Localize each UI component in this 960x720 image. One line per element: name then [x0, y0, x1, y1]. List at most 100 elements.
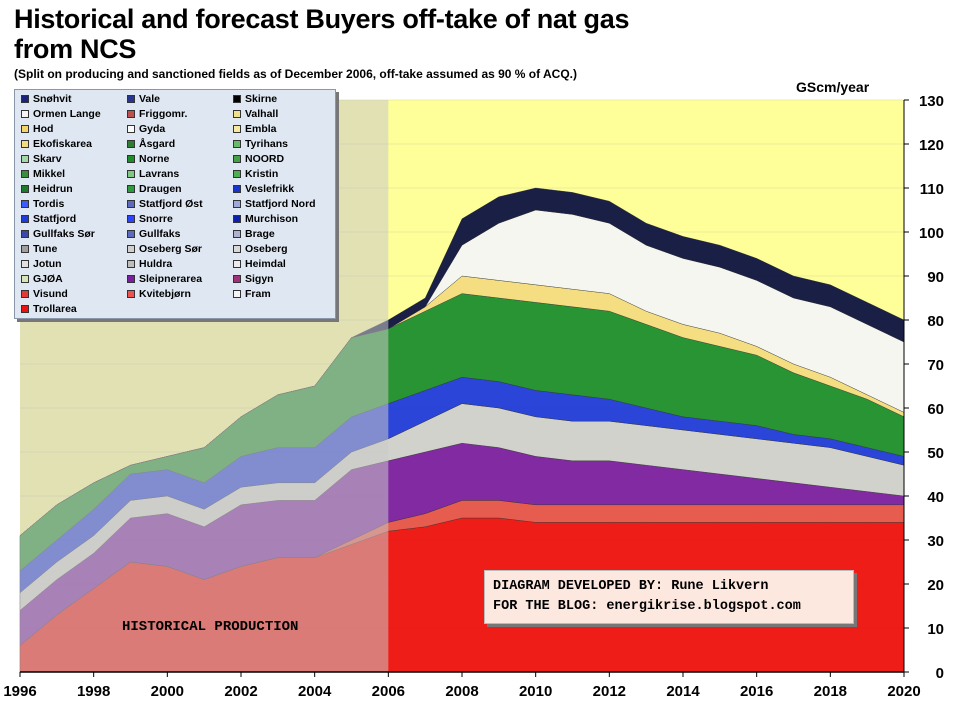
legend-item: Gullfaks — [127, 228, 180, 240]
y-tick-label: 40 — [927, 489, 944, 506]
legend-swatch — [233, 95, 241, 104]
legend-label: Gullfaks — [139, 228, 181, 240]
legend-swatch — [21, 215, 29, 224]
legend-swatch — [233, 185, 241, 194]
legend-swatch — [21, 155, 29, 164]
legend-swatch — [233, 200, 241, 209]
legend-swatch — [127, 215, 135, 224]
legend-swatch — [233, 260, 241, 269]
y-tick-label: 60 — [927, 401, 944, 418]
legend-item: Ormen Lange — [21, 108, 101, 120]
x-tick-label: 2018 — [814, 683, 847, 700]
legend-label: Mikkel — [33, 168, 66, 180]
legend-swatch — [21, 275, 29, 284]
legend-swatch — [233, 275, 241, 284]
chart-subtitle: (Split on producing and sanctioned field… — [14, 67, 578, 81]
legend-swatch — [127, 110, 135, 119]
legend-item: Visund — [21, 288, 68, 300]
legend-label: Sigyn — [245, 273, 274, 285]
legend-item: Åsgard — [127, 138, 175, 150]
legend-swatch — [127, 230, 135, 239]
legend-label: GJØA — [33, 273, 63, 285]
legend-item: Heimdal — [233, 258, 286, 270]
legend-swatch — [127, 260, 135, 269]
legend-swatch — [127, 95, 135, 104]
legend-label: Snorre — [139, 213, 173, 225]
legend-label: Fram — [245, 288, 271, 300]
historical-production-label: HISTORICAL PRODUCTION — [122, 619, 299, 635]
legend-item: Huldra — [127, 258, 172, 270]
legend-label: Snøhvit — [33, 93, 72, 105]
legend-label: Kvitebjørn — [139, 288, 191, 300]
legend-label: Skirne — [245, 93, 278, 105]
legend-label: Tune — [33, 243, 58, 255]
legend-swatch — [233, 230, 241, 239]
legend-label: Visund — [33, 288, 68, 300]
legend-swatch — [127, 185, 135, 194]
legend-label: Trollarea — [33, 303, 77, 315]
legend-label: Hod — [33, 123, 54, 135]
legend-label: Oseberg Sør — [139, 243, 203, 255]
credit-line-1: DIAGRAM DEVELOPED BY: Rune Likvern — [493, 579, 769, 594]
legend-swatch — [233, 215, 241, 224]
legend-label: Statfjord Nord — [245, 198, 316, 210]
legend-item: Friggomr. — [127, 108, 187, 120]
legend-item: Skirne — [233, 93, 277, 105]
y-tick-label: 80 — [927, 313, 944, 330]
legend-item: Fram — [233, 288, 271, 300]
legend-item: Mikkel — [21, 168, 65, 180]
legend-swatch — [21, 290, 29, 299]
axes — [19, 99, 909, 677]
legend-label: Jotun — [33, 258, 62, 270]
legend-label: Valhall — [245, 108, 279, 120]
chart-title: Historical and forecast Buyers off-take … — [14, 4, 630, 64]
legend-label: Vale — [139, 93, 161, 105]
legend-label: Heimdal — [245, 258, 286, 270]
legend-swatch — [21, 305, 29, 314]
legend-label: NOORD — [245, 153, 285, 165]
y-tick-label: 110 — [920, 181, 944, 198]
legend-swatch — [21, 170, 29, 179]
y-tick-label: 20 — [927, 577, 944, 594]
legend-label: Tordis — [33, 198, 65, 210]
x-tick-label: 2010 — [519, 683, 552, 700]
legend-item: Murchison — [233, 213, 298, 225]
x-tick-label: 2012 — [593, 683, 626, 700]
legend-item: Trollarea — [21, 303, 77, 315]
x-tick-label: 2002 — [224, 683, 257, 700]
legend-item: Oseberg — [233, 243, 288, 255]
legend-swatch — [233, 125, 241, 134]
legend-item: Vale — [127, 93, 160, 105]
legend-label: Skarv — [33, 153, 62, 165]
legend-label: Ekofiskarea — [33, 138, 92, 150]
legend-item: Snøhvit — [21, 93, 72, 105]
legend-swatch — [233, 290, 241, 299]
legend-swatch — [21, 260, 29, 269]
legend-label: Oseberg — [245, 243, 288, 255]
legend-swatch — [127, 140, 135, 149]
x-tick-label: 2008 — [445, 683, 478, 700]
legend-item: Ekofiskarea — [21, 138, 92, 150]
legend-swatch — [233, 170, 241, 179]
legend-item: Sleipnerarea — [127, 273, 202, 285]
legend-swatch — [127, 290, 135, 299]
legend-item: Norne — [127, 153, 169, 165]
legend-label: Draugen — [139, 183, 182, 195]
legend-label: Embla — [245, 123, 277, 135]
legend-swatch — [127, 125, 135, 134]
y-axis-unit-label: GScm/year — [796, 79, 870, 95]
legend-item: Embla — [233, 123, 277, 135]
legend-label: Heidrun — [33, 183, 73, 195]
y-tick-label: 10 — [927, 621, 944, 638]
legend-label: Gullfaks Sør — [33, 228, 95, 240]
legend-item: Hod — [21, 123, 53, 135]
y-tick-label: 50 — [927, 445, 944, 462]
legend-item: Tune — [21, 243, 57, 255]
legend-swatch — [21, 140, 29, 149]
x-tick-label: 1998 — [77, 683, 110, 700]
legend-label: Sleipnerarea — [139, 273, 203, 285]
legend-swatch — [127, 245, 135, 254]
y-tick-label: 0 — [936, 665, 944, 682]
legend-item: Jotun — [21, 258, 62, 270]
legend-swatch — [21, 95, 29, 104]
